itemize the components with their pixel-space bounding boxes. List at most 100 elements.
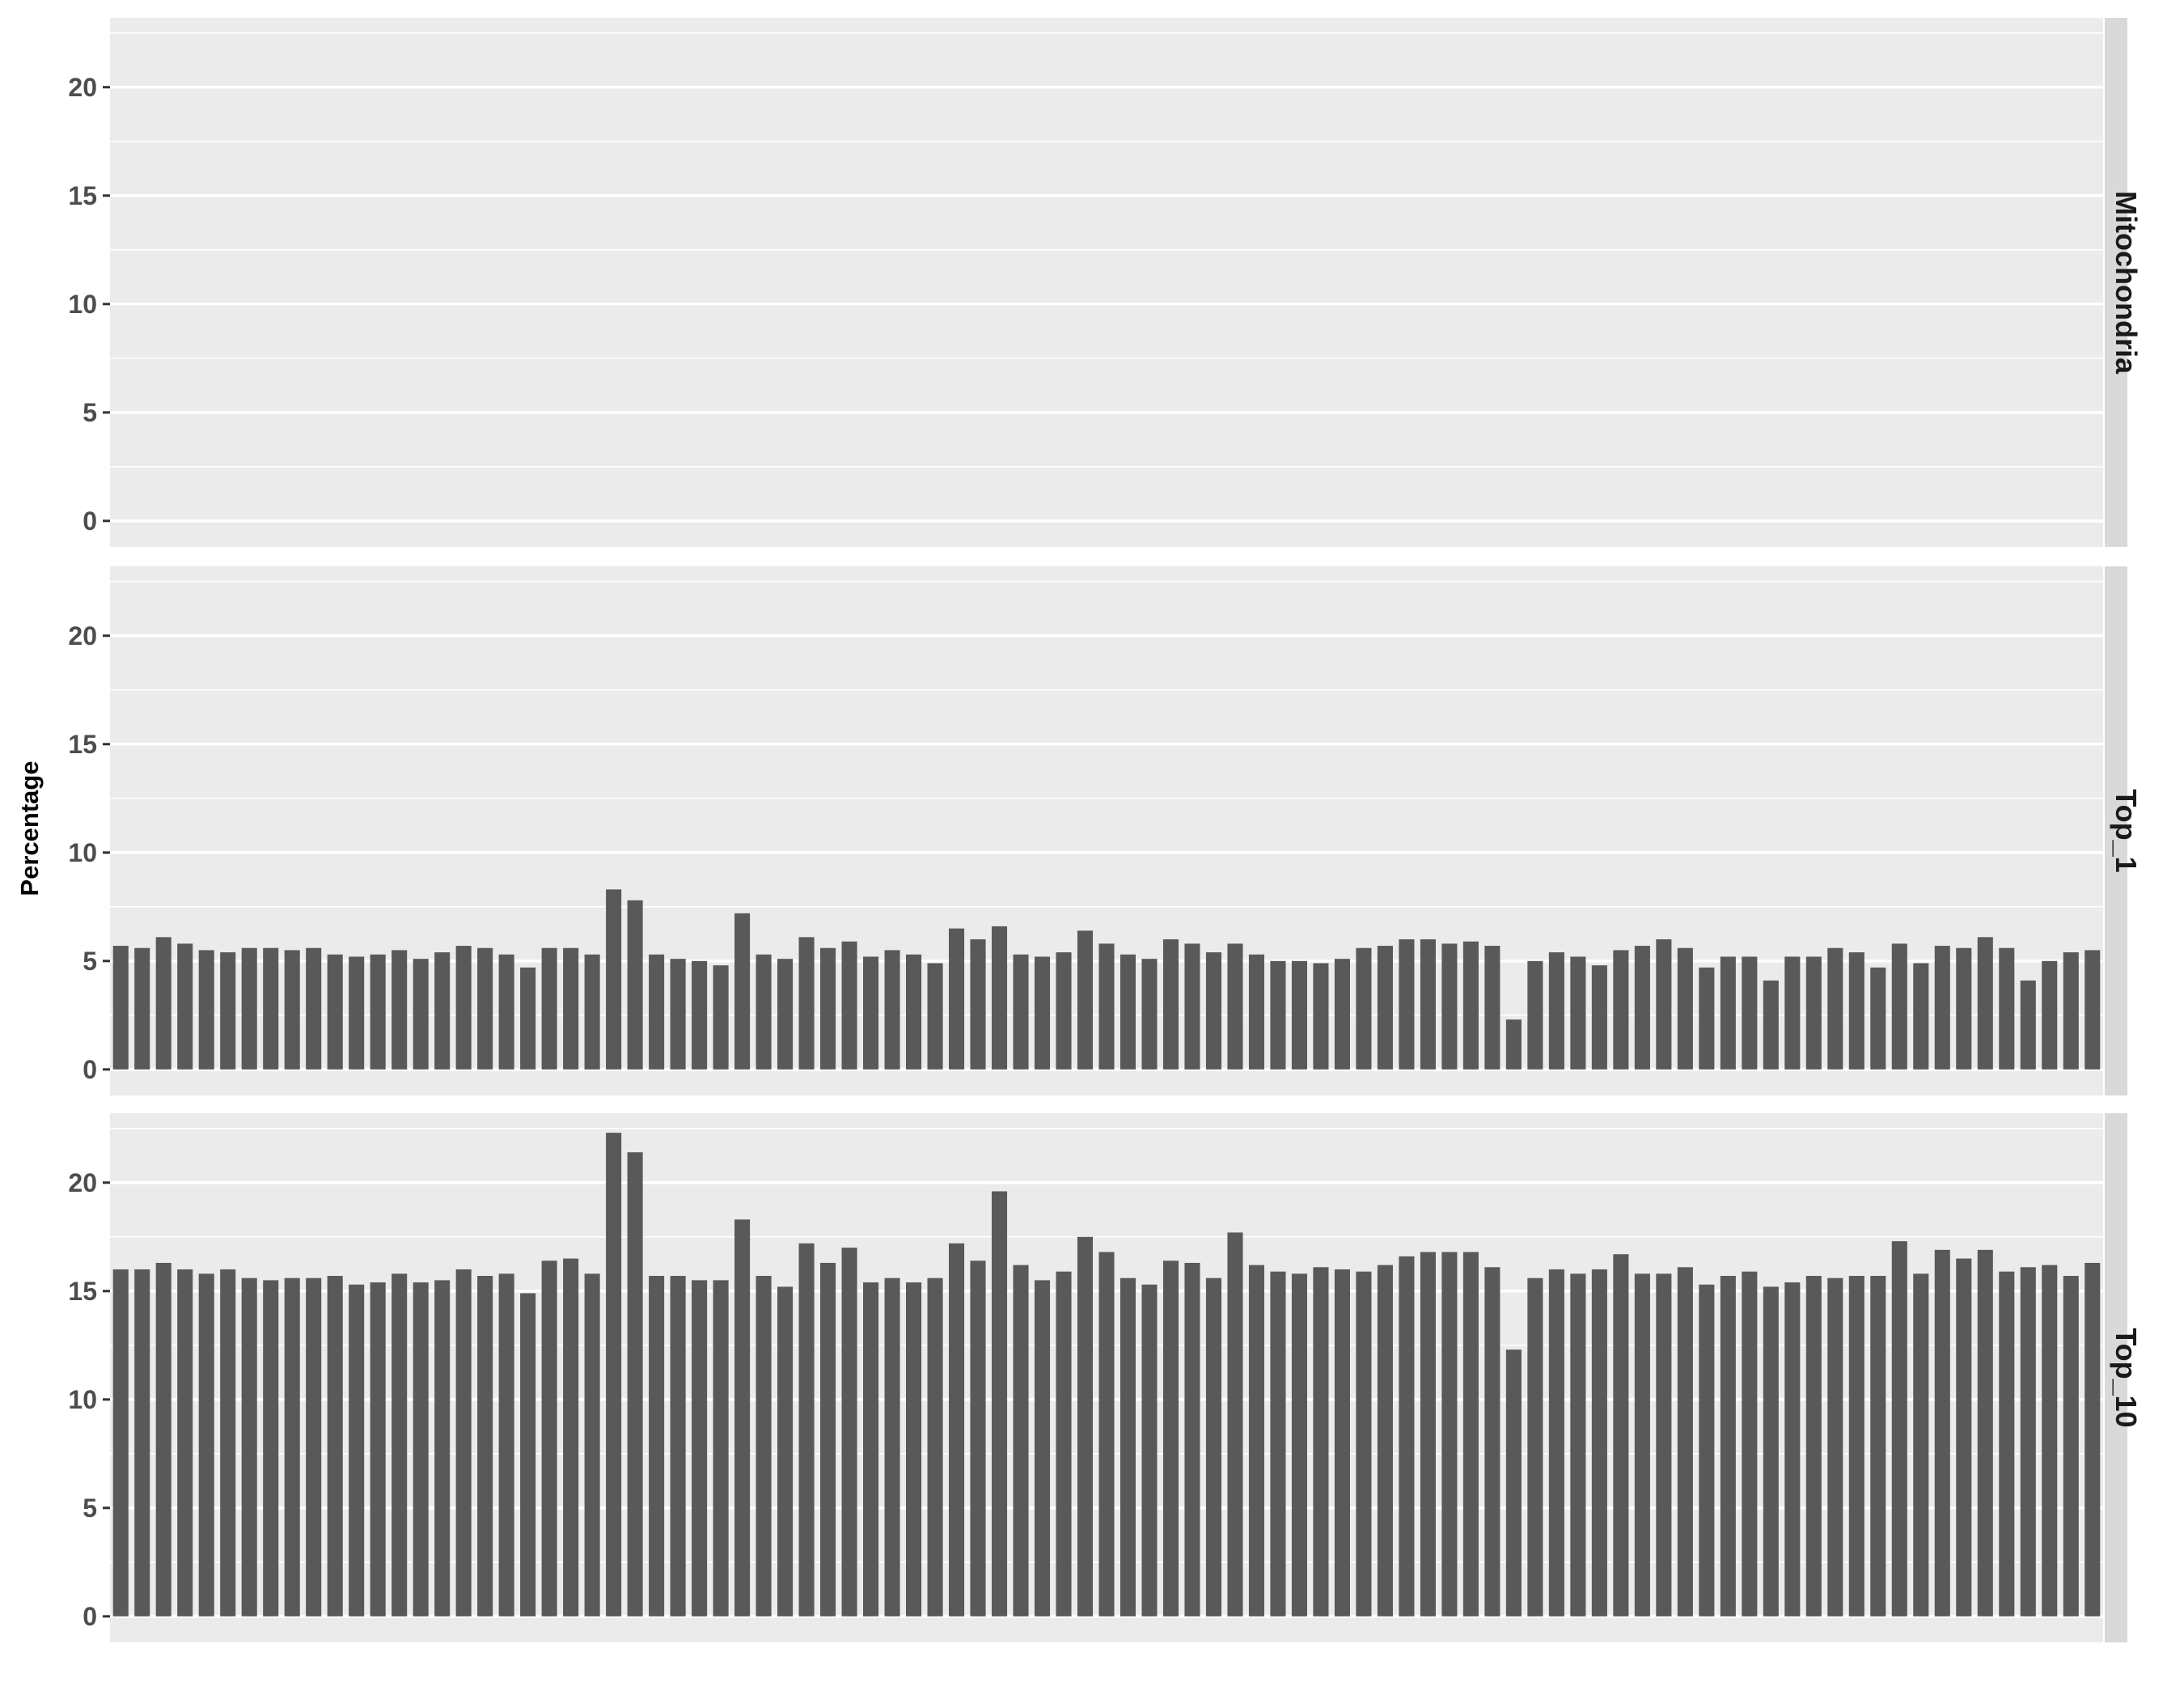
facet-strip-label: Top_1	[2110, 789, 2143, 872]
bar	[1656, 939, 1672, 1070]
bar	[606, 889, 622, 1070]
bar	[927, 963, 943, 1070]
bar	[1570, 1273, 1586, 1616]
bar	[1570, 956, 1586, 1070]
bar	[1077, 930, 1094, 1070]
y-tick-label: 10	[68, 1385, 97, 1414]
bar	[1484, 946, 1500, 1070]
bar	[1270, 960, 1286, 1070]
bar	[1891, 1241, 1907, 1616]
bar	[284, 950, 300, 1070]
facet-strip	[2105, 1113, 2127, 1642]
bar	[777, 1286, 794, 1616]
bar	[948, 928, 965, 1070]
y-tick-label: 5	[83, 1494, 97, 1523]
bar	[370, 1282, 386, 1616]
bar	[1763, 980, 1779, 1070]
bar	[563, 1258, 579, 1616]
bar	[327, 954, 343, 1070]
bar	[1334, 1269, 1350, 1616]
bar	[112, 1269, 129, 1616]
y-tick-label: 0	[83, 506, 97, 536]
bar	[1227, 943, 1243, 1070]
bar	[1634, 1273, 1650, 1616]
bar	[606, 1133, 622, 1616]
bar	[455, 1269, 472, 1616]
bar	[1184, 1262, 1200, 1616]
y-axis-title: Percentage	[15, 761, 44, 896]
bar	[177, 943, 193, 1070]
bar	[1141, 959, 1158, 1070]
bar	[1120, 954, 1136, 1070]
bar	[2042, 1265, 2058, 1616]
bar	[1505, 1349, 1522, 1616]
bar	[155, 937, 171, 1070]
facet-strip	[2105, 18, 2127, 547]
bar	[1420, 1252, 1436, 1616]
y-tick-label: 15	[68, 1277, 97, 1306]
y-tick-label: 15	[68, 730, 97, 759]
bar	[863, 1282, 879, 1616]
bar	[884, 1277, 900, 1616]
facet-panel: 0 5 10 15 20 Top_10	[68, 1113, 2143, 1642]
bar	[434, 952, 451, 1070]
bar	[1763, 1286, 1779, 1616]
bar	[1441, 943, 1458, 1070]
bar	[2020, 1267, 2036, 1616]
bar	[1634, 946, 1650, 1070]
bar	[1162, 939, 1179, 1070]
bar	[241, 947, 257, 1070]
bar	[1248, 1265, 1265, 1616]
bar	[327, 1276, 343, 1616]
bar	[349, 956, 365, 1070]
bar	[284, 1277, 300, 1616]
bar	[1077, 1236, 1094, 1616]
bar	[1291, 1273, 1307, 1616]
bar	[177, 1269, 193, 1616]
y-tick-label: 10	[68, 838, 97, 867]
bar	[1162, 1260, 1179, 1616]
bar	[498, 1273, 514, 1616]
bar	[392, 950, 408, 1070]
bar	[1699, 1284, 1715, 1616]
bar	[112, 946, 129, 1070]
bar	[1977, 937, 1993, 1070]
bar	[820, 1262, 836, 1616]
bar	[1656, 1273, 1672, 1616]
y-tick-label: 20	[68, 621, 97, 650]
bar	[413, 1282, 429, 1616]
bar	[2085, 1262, 2101, 1616]
bar	[1013, 1265, 1029, 1616]
bar	[520, 967, 536, 1070]
bar	[1805, 1276, 1822, 1616]
bar	[670, 959, 686, 1070]
bar	[392, 1273, 408, 1616]
bar	[1827, 947, 1843, 1070]
bar	[1377, 946, 1393, 1070]
bar	[649, 954, 665, 1070]
bar	[1334, 959, 1350, 1070]
bar	[948, 1243, 965, 1616]
y-tick-label: 5	[83, 947, 97, 976]
bar	[2085, 950, 2101, 1070]
bar	[756, 954, 772, 1070]
bar	[1270, 1271, 1286, 1616]
bar	[1034, 956, 1051, 1070]
facet-panel: 0 5 10 15 20 Mitochondria	[68, 18, 2143, 547]
bar	[1141, 1284, 1158, 1616]
bar	[863, 956, 879, 1070]
bar	[1720, 1276, 1736, 1616]
bar	[1699, 967, 1715, 1070]
facet-strip-label: Mitochondria	[2110, 191, 2143, 375]
bar	[1205, 1277, 1222, 1616]
bar	[241, 1277, 257, 1616]
bar	[1420, 939, 1436, 1070]
bar	[1205, 952, 1222, 1070]
bar	[1120, 1277, 1136, 1616]
bar	[1742, 956, 1758, 1070]
bar	[1291, 960, 1307, 1070]
bar	[1484, 1267, 1500, 1616]
bar	[263, 1280, 279, 1616]
bar	[1913, 1273, 1929, 1616]
